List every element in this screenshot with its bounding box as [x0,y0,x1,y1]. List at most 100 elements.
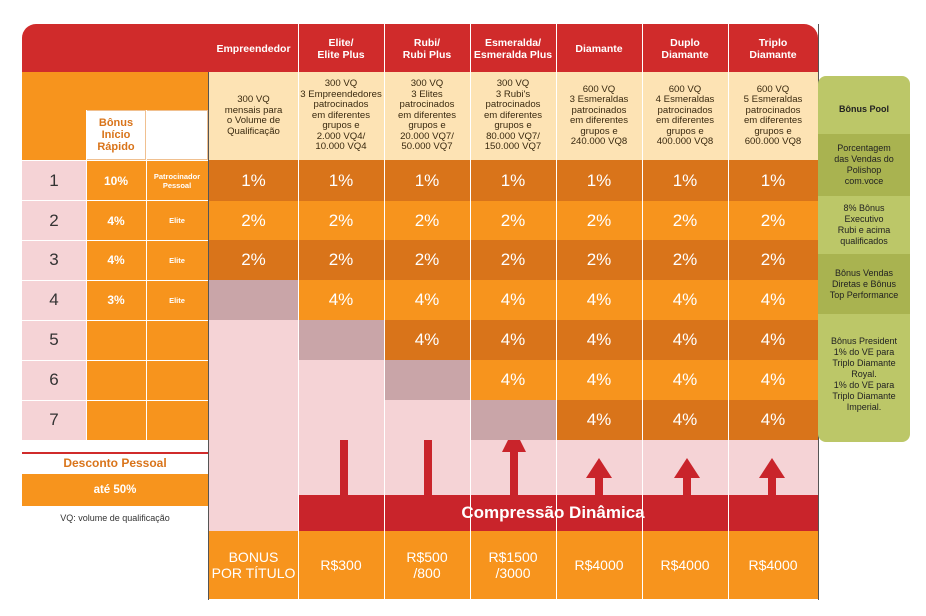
level-cell: 4% [728,280,818,320]
grid-line-v [384,24,385,600]
level-cell: 2% [728,240,818,280]
grid-line-v [728,24,729,600]
grid-line-h [22,240,208,241]
compression-left-pink [209,495,298,531]
level-cell: 2% [209,201,298,240]
side-panel-item: Bônus Vendas Diretas e Bônus Top Perform… [818,254,910,314]
level-number: 5 [49,330,59,349]
level-number: 7 [49,410,59,429]
qualification-text: 600 VQ 3 Esmeraldas patrocinados em dife… [569,83,629,147]
level-cell: 2% [556,240,642,280]
qualification-text: 300 VQ 3 Elites patrocinados em diferent… [397,78,457,153]
discount-value: até 50% [22,474,208,506]
level-cell: 1% [209,160,298,201]
table-border-left [208,72,209,600]
side-panel-cap [818,76,910,84]
level-number: 3 [49,250,59,269]
level-cell [209,280,298,320]
level-cell: 2% [209,240,298,280]
level-cell: 4% [642,400,728,440]
discount-note: VQ: volume de qualificação [22,506,208,530]
level-cell: 4% [556,280,642,320]
header-bar [22,24,818,72]
fast-bonus-pct: 10% [103,173,129,188]
grid-line-h [22,400,208,401]
level-cell: 2% [384,240,470,280]
grid-line-h [22,200,208,201]
grid-line-h [22,160,208,161]
qualification-text: 600 VQ 5 Esmeraldas patrocinados em dife… [743,83,803,147]
level-cell [298,320,384,360]
level-cell: 4% [384,280,470,320]
compression-label: Compressão Dinâmica [461,503,645,522]
level-number: 4 [49,290,59,309]
side-panel-item: Porcentagem das Vendas do Polishop com.v… [818,134,910,196]
column-header: Empreendedor [216,43,291,55]
level-cell: 4% [556,400,642,440]
level-column [22,160,86,440]
level-cell: 4% [470,360,556,400]
side-panel-foot [818,434,910,442]
level-cell [470,400,556,440]
column-header: Elite/ Elite Plus [317,37,365,61]
level-cell: 4% [642,280,728,320]
level-cell: 2% [384,201,470,240]
fast-bonus-header [86,110,146,160]
level-cell: 2% [298,201,384,240]
fast-bonus-label: Elite [169,255,185,265]
level-cell: 1% [642,160,728,201]
level-cell: 2% [642,201,728,240]
fast-bonus-label: Elite [169,295,185,305]
level-cell [384,360,470,400]
title-bonus: R$4000 [748,557,798,573]
level-cell: 4% [556,320,642,360]
bonus-row [209,531,818,599]
level-number: 1 [49,170,59,190]
level-number: 2 [49,210,59,230]
side-panel-item: Bônus President 1% do VE para Triplo Dia… [818,314,910,434]
level-cell: 2% [556,201,642,240]
level-cell: 2% [470,240,556,280]
fast-bonus-label: Patrocinador Pessoal [153,171,201,190]
level-cell [209,360,298,400]
level-cell: 4% [728,360,818,400]
level-cell [384,400,470,440]
fast-bonus-pct: 4% [107,213,125,228]
level-number: 6 [49,370,59,389]
grid-line-h [22,440,208,441]
grid-line-v [556,24,557,600]
level-cell: 4% [728,400,818,440]
title-bonus: R$300 [320,557,362,573]
qualification-text: 600 VQ 4 Esmeraldas patrocinados em dife… [655,83,715,147]
level-cell [298,400,384,440]
level-cell: 2% [728,201,818,240]
grid-line-h [22,280,208,281]
grid-line-h [22,320,208,321]
title-bonus: R$4000 [660,557,710,573]
level-cell: 1% [470,160,556,201]
level-cell: 2% [642,240,728,280]
level-cell: 4% [470,280,556,320]
fast-bonus-header-right [146,110,208,160]
level-cell [209,400,298,440]
lower-pink [209,440,818,495]
level-cell: 4% [642,360,728,400]
column-header: Duplo Diamante [661,37,709,61]
level-cell: 4% [556,360,642,400]
level-cell: 4% [384,320,470,360]
grid-line-h [22,360,208,361]
level-cell: 1% [298,160,384,201]
qualification-cream [209,72,818,160]
title-bonus: R$1500 /3000 [488,549,538,581]
level-cell: 4% [298,280,384,320]
fast-bonus-title: Bônus Início Rápido [97,117,135,153]
qualification-text: 300 VQ mensais para o Volume de Qualific… [224,94,283,137]
column-header: Triplo Diamante [749,37,797,61]
level-cell: 2% [298,240,384,280]
qualification-text: 300 VQ 3 Empreendedores patrocinados em … [300,78,382,153]
level-cell: 1% [384,160,470,201]
level-cell: 1% [728,160,818,201]
side-panel-item: 8% Bônus Executivo Rubi e acima qualific… [818,196,910,254]
title-bonus: R$500 /800 [406,549,448,581]
discount-title-box [22,452,208,474]
